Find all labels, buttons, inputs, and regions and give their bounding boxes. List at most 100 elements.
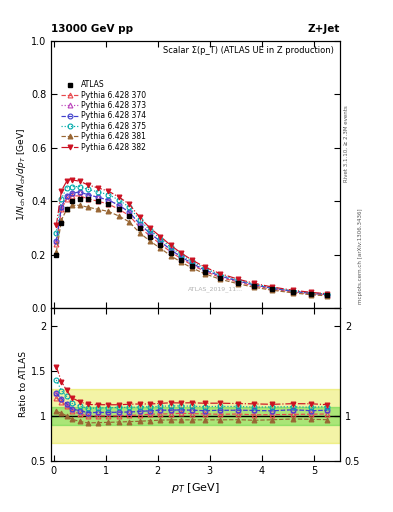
Line: Pythia 6.428 373: Pythia 6.428 373 — [54, 189, 329, 297]
Pythia 6.428 374 — [59, 204, 64, 210]
Pythia 6.428 382 — [59, 187, 64, 194]
Pythia 6.428 382 — [77, 178, 82, 184]
Pythia 6.428 381 — [179, 259, 184, 265]
Pythia 6.428 373 — [218, 273, 222, 279]
ATLAS — [64, 206, 69, 212]
Pythia 6.428 381 — [158, 245, 163, 251]
Pythia 6.428 382 — [189, 257, 194, 263]
Pythia 6.428 375 — [158, 236, 163, 242]
Line: Pythia 6.428 381: Pythia 6.428 381 — [54, 203, 329, 298]
Pythia 6.428 374 — [252, 282, 256, 288]
Pythia 6.428 373 — [127, 209, 132, 215]
Pythia 6.428 370 — [77, 193, 82, 199]
Pythia 6.428 381 — [127, 219, 132, 225]
Pythia 6.428 382 — [64, 178, 69, 184]
Pythia 6.428 382 — [169, 242, 173, 248]
Text: Scalar Σ(p_T) (ATLAS UE in Z production): Scalar Σ(p_T) (ATLAS UE in Z production) — [163, 46, 334, 55]
Pythia 6.428 374 — [309, 290, 314, 296]
Pythia 6.428 374 — [77, 189, 82, 195]
Pythia 6.428 373 — [236, 278, 241, 284]
Pythia 6.428 370 — [291, 289, 296, 295]
Pythia 6.428 375 — [95, 189, 100, 195]
Pythia 6.428 381 — [252, 284, 256, 290]
Pythia 6.428 373 — [137, 221, 142, 227]
Pythia 6.428 374 — [169, 247, 173, 253]
Pythia 6.428 373 — [106, 197, 111, 203]
Pythia 6.428 374 — [70, 190, 74, 196]
ATLAS — [148, 234, 152, 241]
Pythia 6.428 370 — [116, 206, 121, 212]
Bar — [51, 407, 340, 425]
Pythia 6.428 382 — [179, 250, 184, 256]
ATLAS — [85, 196, 90, 202]
Pythia 6.428 370 — [54, 241, 59, 247]
Pythia 6.428 382 — [309, 289, 314, 295]
Pythia 6.428 381 — [106, 208, 111, 215]
Pythia 6.428 374 — [127, 209, 132, 215]
Pythia 6.428 370 — [137, 224, 142, 230]
Pythia 6.428 370 — [148, 233, 152, 239]
Pythia 6.428 375 — [116, 197, 121, 203]
Pythia 6.428 370 — [95, 198, 100, 204]
Line: Pythia 6.428 382: Pythia 6.428 382 — [54, 178, 329, 296]
Pythia 6.428 375 — [127, 204, 132, 210]
Y-axis label: Ratio to ATLAS: Ratio to ATLAS — [19, 351, 28, 417]
Pythia 6.428 370 — [127, 212, 132, 219]
Pythia 6.428 382 — [148, 225, 152, 231]
Pythia 6.428 373 — [148, 230, 152, 237]
Pythia 6.428 375 — [189, 259, 194, 265]
Pythia 6.428 370 — [106, 201, 111, 207]
Pythia 6.428 382 — [158, 233, 163, 240]
Pythia 6.428 382 — [270, 284, 275, 290]
Pythia 6.428 373 — [64, 193, 69, 199]
Pythia 6.428 374 — [291, 288, 296, 294]
ATLAS — [116, 206, 121, 212]
ATLAS — [95, 198, 100, 204]
Pythia 6.428 370 — [158, 241, 163, 247]
Pythia 6.428 381 — [85, 204, 90, 210]
Line: Pythia 6.428 375: Pythia 6.428 375 — [54, 184, 329, 296]
Text: ATLAS_2019_11...: ATLAS_2019_11... — [188, 286, 243, 292]
Pythia 6.428 381 — [325, 293, 329, 299]
ATLAS — [106, 201, 111, 207]
Pythia 6.428 374 — [85, 191, 90, 198]
Pythia 6.428 381 — [202, 271, 207, 277]
ATLAS — [252, 283, 256, 289]
Pythia 6.428 370 — [252, 283, 256, 289]
Text: Rivet 3.1.10, ≥ 2.3M events: Rivet 3.1.10, ≥ 2.3M events — [344, 105, 349, 182]
Pythia 6.428 373 — [291, 288, 296, 294]
Pythia 6.428 370 — [179, 255, 184, 262]
Pythia 6.428 381 — [54, 249, 59, 255]
Pythia 6.428 375 — [70, 183, 74, 189]
Text: Z+Jet: Z+Jet — [308, 24, 340, 34]
ATLAS — [291, 289, 296, 295]
Legend: ATLAS, Pythia 6.428 370, Pythia 6.428 373, Pythia 6.428 374, Pythia 6.428 375, P: ATLAS, Pythia 6.428 370, Pythia 6.428 37… — [61, 79, 147, 152]
Pythia 6.428 375 — [54, 230, 59, 237]
Pythia 6.428 373 — [325, 291, 329, 297]
ATLAS — [309, 291, 314, 297]
Pythia 6.428 381 — [270, 287, 275, 293]
Pythia 6.428 373 — [252, 282, 256, 288]
Pythia 6.428 382 — [95, 185, 100, 191]
Pythia 6.428 374 — [95, 194, 100, 200]
Pythia 6.428 381 — [77, 202, 82, 208]
Pythia 6.428 373 — [309, 290, 314, 296]
Pythia 6.428 381 — [95, 206, 100, 212]
Pythia 6.428 375 — [218, 272, 222, 278]
Pythia 6.428 373 — [202, 267, 207, 273]
Pythia 6.428 381 — [291, 290, 296, 296]
Pythia 6.428 370 — [85, 196, 90, 202]
Pythia 6.428 374 — [218, 273, 222, 279]
Pythia 6.428 375 — [309, 290, 314, 296]
Pythia 6.428 375 — [291, 288, 296, 294]
Pythia 6.428 370 — [270, 286, 275, 292]
Line: ATLAS: ATLAS — [54, 196, 329, 298]
Pythia 6.428 382 — [137, 214, 142, 220]
Pythia 6.428 374 — [148, 230, 152, 237]
Pythia 6.428 374 — [158, 238, 163, 244]
Pythia 6.428 370 — [189, 262, 194, 268]
ATLAS — [236, 280, 241, 286]
Pythia 6.428 382 — [54, 222, 59, 228]
Pythia 6.428 375 — [85, 186, 90, 193]
Pythia 6.428 382 — [325, 291, 329, 297]
